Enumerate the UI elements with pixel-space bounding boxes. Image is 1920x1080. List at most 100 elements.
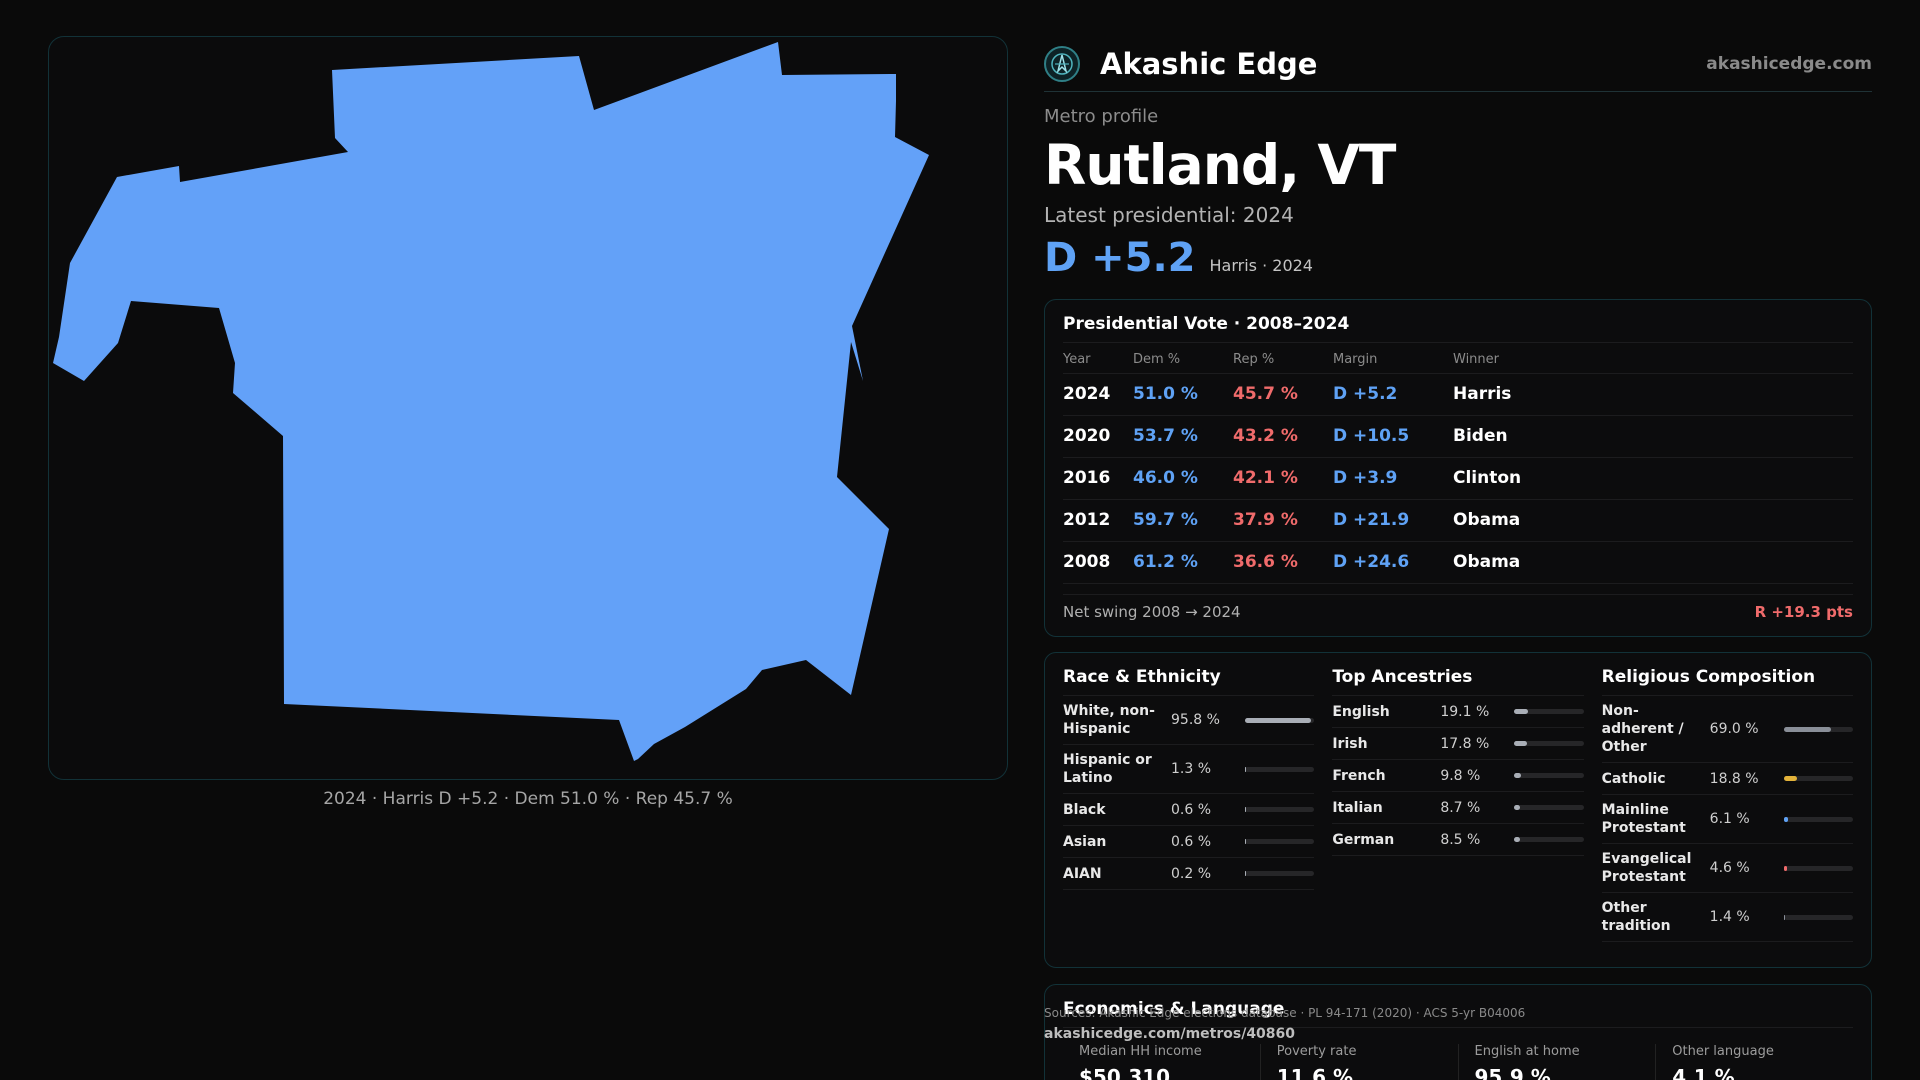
- page-title: Rutland, VT: [1044, 133, 1396, 197]
- percentage-bar-fill: [1245, 871, 1246, 876]
- list-item: Asian 0.6 %: [1063, 826, 1315, 858]
- cell-dem: 51.0 %: [1133, 373, 1233, 416]
- list-item: English 19.1 %: [1332, 696, 1584, 728]
- column-header: Rep %: [1233, 347, 1333, 374]
- brand-url-link[interactable]: akashicedge.com: [1706, 53, 1872, 74]
- table-row: 2008 61.2 % 36.6 % D +24.6 Obama: [1063, 541, 1853, 584]
- vote-table: Year Dem % Rep % Margin Winner 2024 51.0…: [1063, 347, 1853, 584]
- econ-cell: Poverty rate 11.6 %: [1261, 1044, 1459, 1080]
- card-title: Economics & Language: [1063, 999, 1853, 1028]
- percentage-bar-fill: [1783, 816, 1788, 822]
- list-item: Hispanic or Latino 1.3 %: [1063, 745, 1315, 794]
- row-label: French: [1332, 767, 1386, 784]
- sources-note: Sources: Akashic Edge elections database…: [1044, 1006, 1526, 1020]
- cell-margin: D +24.6: [1333, 541, 1453, 584]
- cell-winner: Harris: [1453, 373, 1853, 416]
- list-item: Evangelical Protestant 4.6 %: [1601, 844, 1853, 893]
- econ-cell: Median HH income $50,310: [1063, 1044, 1261, 1080]
- cell-margin: D +5.2: [1333, 373, 1453, 416]
- row-label: German: [1332, 831, 1395, 848]
- percentage-bar: [1514, 805, 1584, 810]
- column-title: Race & Ethnicity: [1063, 667, 1315, 696]
- row-value: 0.2 %: [1171, 865, 1212, 882]
- cell-winner: Obama: [1453, 499, 1853, 542]
- cell-margin: D +10.5: [1333, 415, 1453, 458]
- percentage-bar: [1245, 766, 1315, 772]
- map-caption: 2024 · Harris D +5.2 · Dem 51.0 % · Rep …: [323, 789, 733, 809]
- net-swing-label: Net swing 2008 → 2024: [1063, 602, 1241, 621]
- row-value: 1.4 %: [1709, 909, 1750, 925]
- econ-value: 11.6 %: [1276, 1065, 1354, 1080]
- list-item: Other tradition 1.4 %: [1601, 893, 1853, 942]
- metro-shape-svg: [53, 42, 929, 761]
- percentage-bar-fill: [1783, 776, 1797, 781]
- compass-icon[interactable]: [1044, 45, 1080, 82]
- cell-winner: Obama: [1453, 541, 1853, 584]
- religion-rows: Non-adherent / Other 69.0 % Catholic 18.8 %…: [1601, 696, 1853, 942]
- percentage-bar: [1245, 717, 1315, 723]
- row-label: Hispanic or Latino: [1063, 752, 1152, 786]
- percentage-bar-fill: [1783, 914, 1785, 920]
- econ-cell: English at home 95.9 %: [1459, 1044, 1657, 1080]
- list-item: AIAN 0.2 %: [1063, 858, 1315, 890]
- margin-value: D +5.2: [1044, 235, 1196, 281]
- percentage-bar-fill: [1514, 805, 1521, 810]
- row-value: 95.8 %: [1171, 712, 1220, 728]
- percentage-bar: [1514, 773, 1584, 778]
- list-item: German 8.5 %: [1332, 824, 1584, 856]
- table-row: 2012 59.7 % 37.9 % D +21.9 Obama: [1063, 499, 1853, 542]
- row-value: 8.7 %: [1440, 799, 1481, 816]
- percentage-bar-fill: [1514, 837, 1521, 842]
- table-row: 2016 46.0 % 42.1 % D +3.9 Clinton: [1063, 457, 1853, 500]
- table-header-row: Year Dem % Rep % Margin Winner: [1063, 347, 1853, 374]
- cell-rep: 43.2 %: [1233, 415, 1333, 458]
- cell-dem: 59.7 %: [1133, 499, 1233, 542]
- row-value: 17.8 %: [1440, 735, 1490, 752]
- row-label: Irish: [1332, 735, 1368, 752]
- cell-year: 2008: [1063, 541, 1133, 584]
- row-label: Mainline Protestant: [1601, 802, 1686, 836]
- cell-rep: 37.9 %: [1233, 499, 1333, 542]
- list-item: Non-adherent / Other 69.0 %: [1601, 696, 1853, 763]
- econ-label: English at home: [1474, 1044, 1580, 1059]
- metro-shape[interactable]: [53, 42, 929, 761]
- presidential-vote-card: Presidential Vote · 2008–2024 Year Dem %…: [1044, 299, 1872, 637]
- row-value: 18.8 %: [1709, 770, 1759, 787]
- table-row: 2024 51.0 % 45.7 % D +5.2 Harris: [1063, 373, 1853, 416]
- column-header: Winner: [1453, 347, 1853, 374]
- row-value: 69.0 %: [1709, 721, 1759, 737]
- cell-margin: D +21.9: [1333, 499, 1453, 542]
- list-item: Mainline Protestant 6.1 %: [1601, 795, 1853, 844]
- percentage-bar: [1514, 837, 1584, 842]
- row-value: 9.8 %: [1440, 767, 1481, 784]
- brand-name[interactable]: Akashic Edge: [1100, 46, 1318, 81]
- row-value: 8.5 %: [1440, 831, 1481, 848]
- economics-card: Economics & Language Median HH income $5…: [1044, 984, 1872, 1080]
- percentage-bar-fill: [1245, 717, 1312, 723]
- row-label: AIAN: [1063, 865, 1102, 882]
- percentage-bar-fill: [1514, 709, 1528, 714]
- economics-grid: Median HH income $50,310 Poverty rate 11…: [1063, 1044, 1853, 1080]
- percentage-bar-fill: [1245, 766, 1246, 772]
- percentage-bar-fill: [1245, 807, 1246, 812]
- row-label: Non-adherent / Other: [1601, 703, 1684, 755]
- percentage-bar: [1783, 865, 1853, 871]
- cell-year: 2016: [1063, 457, 1133, 500]
- row-label: Italian: [1332, 799, 1383, 816]
- list-item: Catholic 18.8 %: [1601, 763, 1853, 795]
- row-label: Black: [1063, 801, 1106, 818]
- list-item: Irish 17.8 %: [1332, 728, 1584, 760]
- list-item: Black 0.6 %: [1063, 794, 1315, 826]
- religion-column: Religious Composition Non-adherent / Oth…: [1601, 667, 1853, 953]
- column-title: Religious Composition: [1601, 667, 1853, 696]
- row-label: Other tradition: [1601, 900, 1671, 934]
- race-rows: White, non-Hispanic 95.8 % Hispanic or Lat…: [1063, 696, 1315, 890]
- cell-dem: 46.0 %: [1133, 457, 1233, 500]
- permalink-link[interactable]: akashicedge.com/metros/40860: [1044, 1026, 1296, 1042]
- margin-subtitle: Harris · 2024: [1209, 256, 1313, 275]
- row-label: English: [1332, 703, 1390, 720]
- headline-margin: D +5.2 Harris · 2024: [1044, 235, 1872, 281]
- cell-dem: 61.2 %: [1133, 541, 1233, 584]
- econ-value: $50,310: [1079, 1065, 1171, 1080]
- metro-map[interactable]: [48, 36, 1008, 780]
